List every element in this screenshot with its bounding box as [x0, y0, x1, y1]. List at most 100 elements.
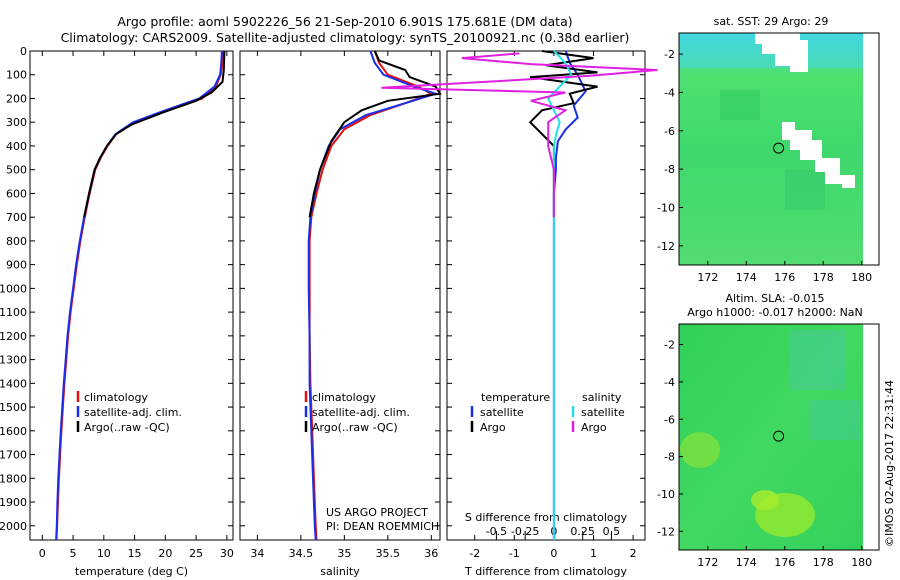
map-y-tick-label: -2 — [664, 48, 675, 61]
sla-map-frame — [678, 323, 880, 551]
series-line-s-satellite — [546, 50, 573, 540]
y-tick-label: 300 — [6, 116, 27, 129]
sst-map — [678, 32, 880, 266]
y-tick-label: 1400 — [0, 377, 27, 390]
imos-timestamp: ©IMOS 02-Aug-2017 22:31:44 — [883, 380, 896, 547]
map-x-tick-label: 172 — [697, 556, 718, 569]
map-y-tick-label: -2 — [664, 339, 675, 352]
series-line-argo-raw-qc- — [83, 50, 226, 218]
sst-land-edge — [863, 33, 879, 265]
y-tick-label: 1800 — [0, 472, 27, 485]
sst-patch — [720, 90, 760, 120]
map-y-tick-label: -10 — [657, 488, 675, 501]
project-annotation: US ARGO PROJECT — [326, 506, 428, 519]
map-y-tick-label: -4 — [664, 86, 675, 99]
y-tick-label: 200 — [6, 92, 27, 105]
y-tick-label: 800 — [6, 235, 27, 248]
x-tick-label: 25 — [189, 547, 203, 560]
s-tick-label: -0.5 — [486, 525, 507, 538]
y-tick-label: 1100 — [0, 306, 27, 319]
plot-frame — [446, 50, 646, 541]
map-x-tick-label: 180 — [851, 271, 872, 284]
x-tick-label: 35 — [337, 547, 351, 560]
map-x-tick-label: 176 — [774, 556, 795, 569]
top-axis-label: S difference from climatology — [465, 511, 628, 524]
map-x-tick-label: 174 — [736, 556, 757, 569]
title-line-1: Argo profile: aoml 5902226_56 21-Sep-201… — [117, 14, 572, 29]
map-y-tick-label: -12 — [657, 240, 675, 253]
y-tick-label: 100 — [6, 69, 27, 82]
sst-map-axes: 172 174 176 178 180 -2 -4 -6 -8 -10 -12 — [657, 48, 872, 284]
temperature-chart: 0 5 10 15 20 25 30 temperature (deg C) 0 100 200 30… — [0, 45, 234, 578]
x-axis-label: T difference from climatology — [464, 565, 627, 578]
map-x-tick-label: 176 — [774, 271, 795, 284]
plot-frame — [239, 50, 441, 541]
y-tick-label: 2000 — [0, 520, 27, 533]
s-tick-label: -0.25 — [511, 525, 539, 538]
x-tick-label: 1 — [590, 547, 597, 560]
y-tick-label: 1900 — [0, 496, 27, 509]
map-x-tick-label: 180 — [851, 556, 872, 569]
x-tick-label: 15 — [128, 547, 142, 560]
y-tick-label: 500 — [6, 164, 27, 177]
sla-high-patch — [751, 490, 779, 510]
sst-patch — [785, 170, 825, 210]
series-line-argo-raw-qc- — [308, 50, 442, 218]
sla-patch — [790, 330, 845, 390]
x-tick-label: 35.5 — [376, 547, 401, 560]
y-tick-label: 0 — [20, 45, 27, 58]
y-tick-label: 1500 — [0, 401, 27, 414]
y-tick-label: 700 — [6, 211, 27, 224]
y-tick-label: 1200 — [0, 330, 27, 343]
sla-patch — [810, 400, 860, 440]
series-line-s-argo — [381, 52, 658, 218]
x-tick-label: 34.5 — [289, 547, 314, 560]
y-tick-label: 1700 — [0, 449, 27, 462]
legend-entry: Argo(..raw -QC) — [312, 421, 398, 434]
x-tick-label: 36 — [424, 547, 438, 560]
sla-high-patch — [680, 432, 720, 468]
salinity-chart: 34 34.5 35 35.5 36 salinity climatology satelli… — [239, 50, 442, 578]
series-line-satellite-adj-clim- — [55, 50, 223, 541]
project-annotation: PI: DEAN ROEMMICH — [326, 520, 439, 533]
sla-map — [678, 323, 880, 551]
y-tick-label: 900 — [6, 259, 27, 272]
legend-entry: Argo(..raw -QC) — [84, 421, 170, 434]
map-x-tick-label: 174 — [736, 271, 757, 284]
map-y-tick-label: -10 — [657, 201, 675, 214]
map-y-tick-label: -8 — [664, 451, 675, 464]
y-tick-label: 1000 — [0, 282, 27, 295]
x-tick-label: 34 — [250, 547, 264, 560]
sst-map-frame — [678, 32, 880, 266]
title-line-2: Climatology: CARS2009. Satellite-adjuste… — [61, 30, 630, 45]
sst-cloud-mask — [782, 122, 855, 188]
map-y-tick-label: -4 — [664, 376, 675, 389]
y-tick-label: 1300 — [0, 354, 27, 367]
x-tick-label: 0 — [39, 547, 46, 560]
map-x-tick-label: 178 — [813, 556, 834, 569]
y-tick-label: 600 — [6, 187, 27, 200]
sst-map-field — [679, 33, 863, 265]
x-axis-label: salinity — [320, 565, 360, 578]
legend-entry: Argo — [480, 421, 506, 434]
x-tick-label: -2 — [469, 547, 480, 560]
map-y-tick-label: -8 — [664, 163, 675, 176]
argo-position-marker — [773, 142, 785, 154]
map-x-tick-label: 178 — [813, 271, 834, 284]
legend-entry: satellite — [480, 406, 524, 419]
x-tick-label: 0 — [550, 547, 557, 560]
x-tick-label: 2 — [630, 547, 637, 560]
plot-frame — [29, 50, 234, 541]
legend-title-salinity: salinity — [582, 391, 622, 404]
legend-entry: climatology — [84, 391, 148, 404]
sla-map-title-1: Altim. SLA: -0.015 — [725, 292, 824, 305]
legend-entry: satellite-adj. clim. — [312, 406, 410, 419]
x-tick-label: 20 — [158, 547, 172, 560]
x-tick-label: 5 — [70, 547, 77, 560]
sla-map-title-2: Argo h1000: -0.017 h2000: NaN — [687, 306, 863, 319]
legend-entry: satellite-adj. clim. — [84, 406, 182, 419]
legend-entry: satellite — [581, 406, 625, 419]
x-tick-label: -1 — [509, 547, 520, 560]
y-tick-label: 400 — [6, 140, 27, 153]
